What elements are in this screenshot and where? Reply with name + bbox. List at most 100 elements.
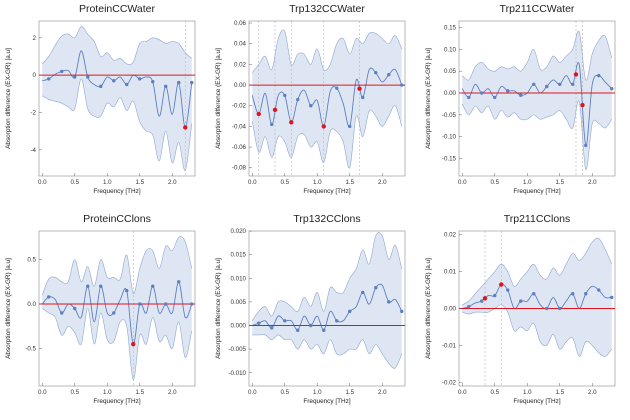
data-point xyxy=(480,91,484,95)
x-tick-label: 0.5 xyxy=(490,389,499,396)
y-tick-label: 0.020 xyxy=(231,228,247,235)
x-tick-label: 1.5 xyxy=(345,179,354,186)
y-tick-label: 0.00 xyxy=(444,306,457,313)
y-tick-label: 0.5 xyxy=(27,257,36,264)
y-axis-label: Absorption difference (EX-GR) [a.u] xyxy=(425,48,432,149)
highlight-marker xyxy=(573,72,579,77)
data-point xyxy=(60,311,64,315)
data-point xyxy=(361,290,365,295)
data-point xyxy=(571,292,575,296)
band-lower-edge xyxy=(42,308,193,381)
data-point xyxy=(467,95,471,100)
data-point xyxy=(164,84,168,89)
chart-title: Trp211CClons xyxy=(504,213,571,225)
x-tick-label: 1.5 xyxy=(555,389,564,396)
y-tick-label: 0.02 xyxy=(234,61,247,68)
x-tick-label: 2.0 xyxy=(378,179,387,186)
band-upper-edge xyxy=(462,30,613,81)
data-point xyxy=(190,302,194,306)
x-tick-label: 1.0 xyxy=(523,179,532,186)
x-tick-label: 0.0 xyxy=(248,389,257,396)
highlight-marker xyxy=(499,282,504,287)
y-tick-label: -0.10 xyxy=(442,134,457,141)
y-tick-label: 0.05 xyxy=(444,68,457,75)
chart-title: Trp211CCWater xyxy=(500,3,575,15)
data-point xyxy=(112,79,116,83)
data-point xyxy=(610,86,614,91)
x-tick-label: 1.5 xyxy=(345,389,354,396)
band-lower-edge xyxy=(461,100,612,170)
data-point xyxy=(270,326,274,330)
y-tick-label: 0 xyxy=(33,72,37,79)
y-tick-label: 0.00 xyxy=(444,90,457,97)
y-tick-label: -0.010 xyxy=(228,370,246,377)
data-point xyxy=(257,321,261,325)
x-tick-label: 2.0 xyxy=(168,179,177,186)
x-tick-label: 2.0 xyxy=(168,389,177,396)
band-upper-edge xyxy=(462,237,613,306)
band-lower-edge xyxy=(42,78,193,171)
data-point xyxy=(60,69,64,74)
y-tick-label: -0.02 xyxy=(232,103,247,110)
data-point xyxy=(519,299,523,303)
data-point xyxy=(335,86,339,90)
x-tick-label: 2.0 xyxy=(588,179,597,186)
x-tick-label: 1.0 xyxy=(103,389,112,396)
x-tick-label: 0.5 xyxy=(280,389,289,396)
y-tick-label: -0.005 xyxy=(228,346,246,353)
y-axis-label: Absorption difference (EX-GR) [a.u] xyxy=(425,258,432,359)
data-point xyxy=(545,306,549,311)
data-point xyxy=(296,97,300,102)
confidence-band xyxy=(252,29,402,169)
x-tick-label: 1.5 xyxy=(555,179,564,186)
chart-panel: Trp211CClons 0.0 0.5 1.0 1.5 2.0 -0.02 -0.01 0.0… xyxy=(425,213,616,405)
data-point xyxy=(47,295,51,299)
y-tick-label: -0.08 xyxy=(232,165,247,172)
data-point xyxy=(597,288,601,292)
chart-title: Trp132CClons xyxy=(293,213,360,225)
data-point xyxy=(177,80,181,85)
band-upper-edge xyxy=(252,232,403,321)
y-tick-label: 0.02 xyxy=(444,232,457,239)
data-point xyxy=(309,104,313,108)
highlight-marker xyxy=(580,102,585,108)
band-upper-edge xyxy=(42,26,192,65)
y-tick-label: -0.01 xyxy=(442,342,457,349)
x-tick-label: 1.0 xyxy=(313,179,322,186)
y-tick-label: 0.06 xyxy=(234,20,247,27)
data-point xyxy=(361,95,365,100)
y-tick-label: -0.06 xyxy=(232,144,247,151)
data-point xyxy=(493,293,497,298)
x-tick-label: 0.0 xyxy=(458,389,467,396)
chart-panel: ProteinCClons 0.0 0.5 1.0 1.5 2.0 -0.5 0.0 0.5 Fr… xyxy=(5,213,196,405)
data-point xyxy=(400,309,404,314)
y-tick-label: -2 xyxy=(30,110,36,117)
data-point xyxy=(138,302,142,306)
data-point xyxy=(387,300,391,304)
plot-frame xyxy=(38,230,196,387)
x-tick-label: 0.5 xyxy=(70,179,79,186)
confidence-band xyxy=(462,31,612,170)
data-point xyxy=(335,319,339,323)
y-tick-label: 0.01 xyxy=(444,269,457,276)
data-point xyxy=(558,306,562,311)
plot-frame xyxy=(38,20,196,177)
y-tick-label: 0.005 xyxy=(231,299,247,306)
highlight-marker xyxy=(272,107,278,113)
y-tick-label: 0.015 xyxy=(231,252,247,259)
data-point xyxy=(283,93,287,98)
y-tick-label: -0.5 xyxy=(25,346,36,353)
data-point xyxy=(506,89,510,93)
data-point xyxy=(73,75,77,79)
highlight-marker xyxy=(131,341,136,347)
highlight-marker xyxy=(482,296,488,301)
highlight-marker xyxy=(321,124,326,129)
data-point xyxy=(125,288,129,293)
x-axis-label: Frequency [THz] xyxy=(93,398,140,405)
band-lower-edge xyxy=(462,304,612,357)
highlight-marker xyxy=(256,111,261,117)
x-axis-label: Frequency [THz] xyxy=(303,398,350,405)
x-tick-label: 1.0 xyxy=(103,179,112,186)
y-tick-label: -4 xyxy=(30,147,36,154)
chart-title: ProteinCClons xyxy=(83,213,151,225)
